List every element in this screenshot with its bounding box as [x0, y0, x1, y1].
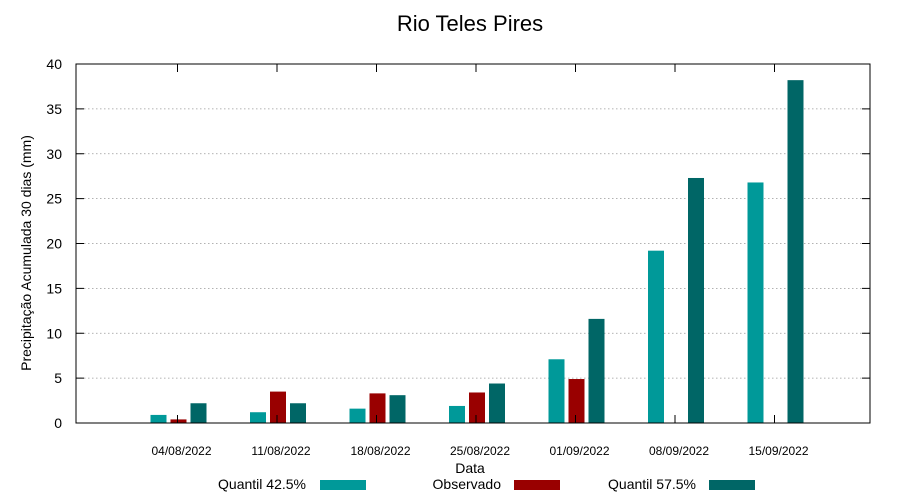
- x-tick-label: 18/08/2022: [350, 444, 410, 458]
- y-tick-label: 0: [54, 415, 62, 431]
- y-tick-label: 25: [46, 191, 62, 207]
- legend-swatch: [709, 480, 755, 490]
- y-tick-label: 35: [46, 101, 62, 117]
- bar: [688, 177, 704, 423]
- bar: [270, 391, 286, 423]
- legend-label: Quantil 57.5%: [608, 476, 696, 492]
- y-tick-label: 20: [46, 236, 62, 252]
- y-axis-ticks: 0 5 10 15 20 25 30 35 40: [46, 56, 870, 431]
- y-tick-label: 30: [46, 146, 62, 162]
- x-tick-label: 08/09/2022: [649, 444, 709, 458]
- bar: [588, 318, 605, 423]
- x-axis-ticks: 04/08/2022 11/08/2022 18/08/2022 25/08/2022…: [151, 64, 809, 458]
- bar: [290, 403, 306, 423]
- y-axis-label: Precipitação Acumulada 30 dias (mm): [18, 135, 34, 371]
- bar: [190, 403, 207, 423]
- x-tick-label: 11/08/2022: [251, 444, 310, 458]
- bar: [349, 408, 366, 423]
- legend-label: Quantil 42.5%: [218, 476, 306, 492]
- bar: [369, 393, 386, 423]
- legend-label: Observado: [433, 476, 502, 492]
- legend-swatch: [320, 480, 366, 490]
- y-tick-label: 5: [54, 370, 62, 386]
- bar: [648, 250, 664, 423]
- y-tick-label: 10: [46, 325, 62, 341]
- chart-title: Rio Teles Pires: [397, 11, 543, 36]
- bar: [787, 80, 804, 423]
- bar: [449, 405, 465, 423]
- grid-lines: [76, 108, 870, 379]
- bar: [170, 419, 187, 423]
- x-tick-label: 25/08/2022: [450, 444, 510, 458]
- y-tick-label: 40: [46, 56, 62, 72]
- bars: [150, 80, 804, 423]
- bar: [548, 359, 565, 423]
- bar: [747, 182, 764, 423]
- y-tick-label: 15: [46, 280, 62, 296]
- bar: [250, 412, 266, 423]
- bar: [489, 383, 505, 423]
- bar: [389, 395, 406, 423]
- bar: [469, 392, 485, 423]
- x-tick-label: 04/08/2022: [151, 444, 211, 458]
- x-axis-label: Data: [455, 460, 485, 476]
- legend-swatch: [514, 480, 560, 490]
- bar: [150, 414, 167, 423]
- legend: Quantil 42.5% Observado Quantil 57.5%: [218, 476, 755, 492]
- bar: [568, 379, 585, 423]
- x-tick-label: 15/09/2022: [748, 444, 808, 458]
- x-tick-label: 01/09/2022: [549, 444, 609, 458]
